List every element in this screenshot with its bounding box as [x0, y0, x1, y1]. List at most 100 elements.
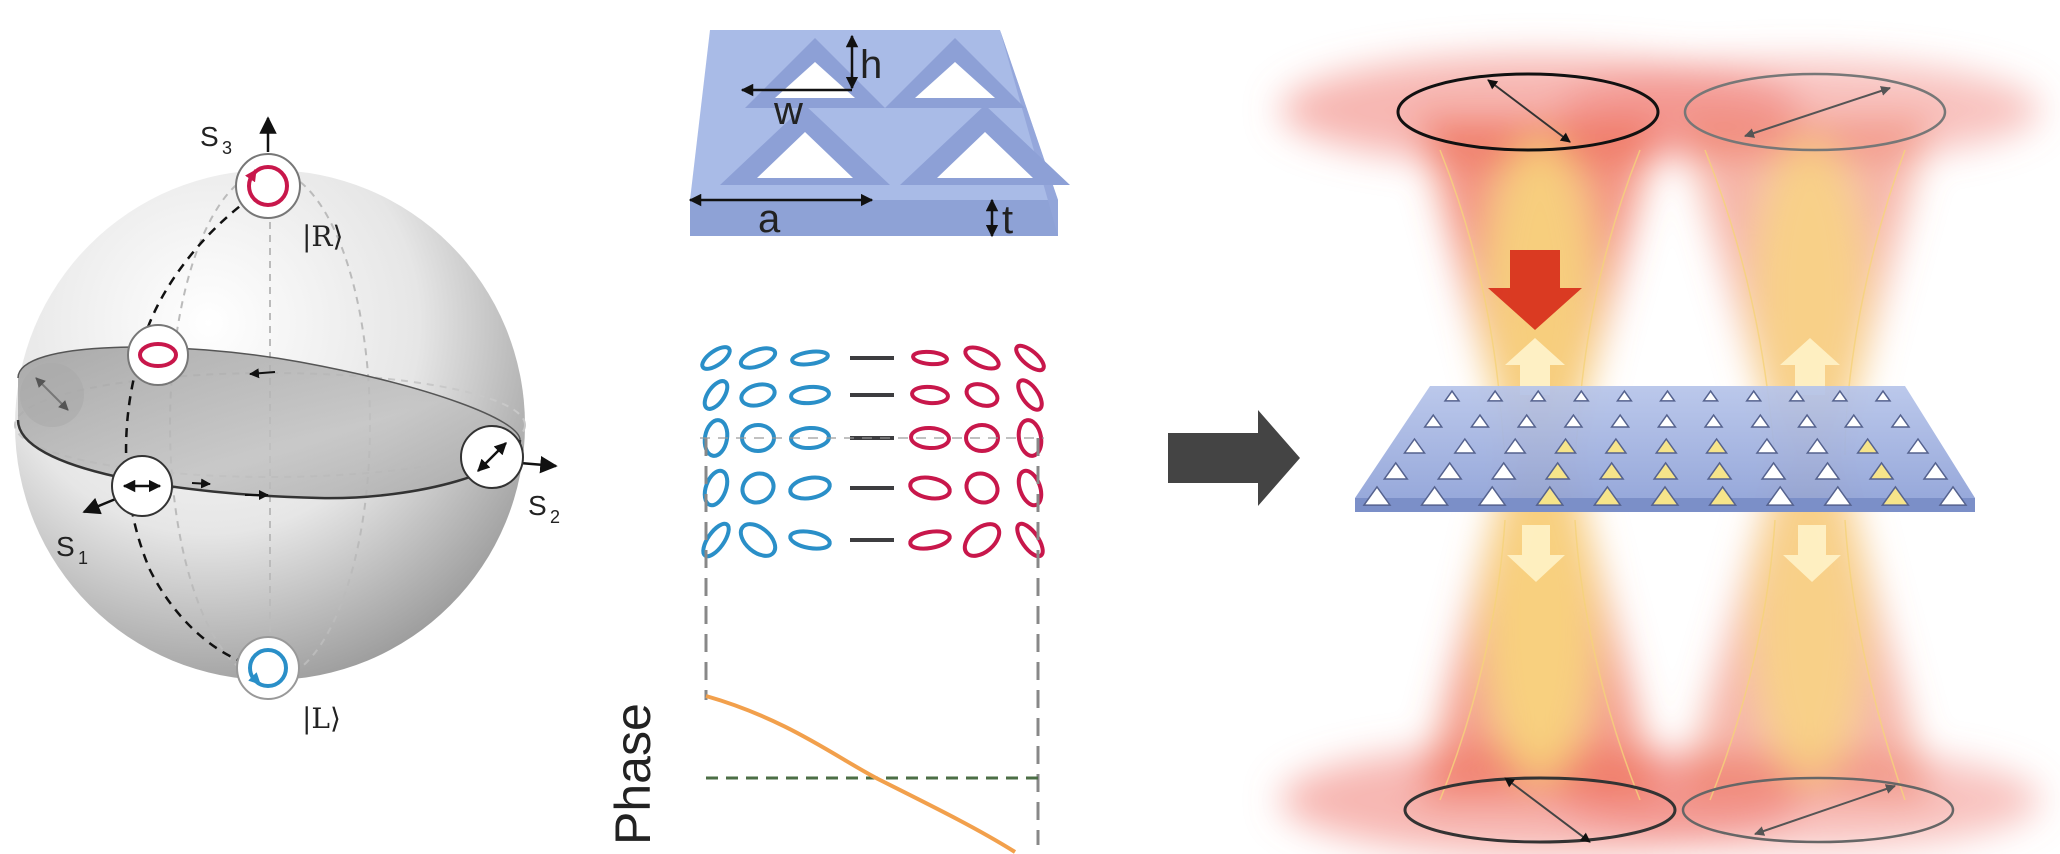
s2-label: S — [528, 490, 547, 521]
triangle-hole — [1703, 413, 1724, 428]
polarization-ellipse-icon — [738, 522, 778, 558]
ket-l-label: |L⟩ — [302, 702, 341, 735]
double-arrow-icon — [35, 377, 69, 411]
triangle-hole — [1516, 413, 1537, 428]
polarization-ellipse-icon — [962, 522, 1002, 558]
polarization-ellipse-icon — [789, 384, 831, 406]
slab-front — [690, 200, 1058, 236]
polarization-ellipse-icon — [788, 529, 832, 551]
w-label: w — [773, 89, 803, 133]
triangle-hole — [1705, 437, 1729, 454]
triangle-hole — [1765, 485, 1795, 506]
double-arrow-icon — [1487, 79, 1571, 143]
bottom-left-polarization — [1403, 776, 1677, 844]
s1-label: S — [56, 531, 75, 562]
triangle-hole — [1650, 485, 1680, 506]
triangle-hole — [1443, 389, 1461, 402]
polarization-ellipse-icon — [1016, 468, 1044, 508]
phase-plot: Phase — [605, 437, 1044, 854]
state-r — [235, 153, 301, 219]
polarization-ellipse-icon — [739, 382, 777, 408]
state-l — [236, 636, 300, 700]
circular-polarization-icon — [247, 165, 289, 207]
disc-arrow-left — [249, 368, 276, 379]
polarization-ellipse-grid — [700, 343, 1046, 559]
polarization-ellipse-icon — [909, 425, 951, 451]
triangle-hole — [1922, 461, 1949, 480]
polarization-ellipse-icon — [701, 521, 731, 559]
polarization-ellipse-icon — [911, 349, 949, 367]
s1-subscript: 1 — [78, 548, 88, 568]
triangle-hole — [1436, 461, 1463, 480]
triangle-hole — [1788, 389, 1806, 402]
triangle-hole — [1535, 485, 1565, 506]
a-label: a — [758, 197, 781, 241]
triangle-hole — [1503, 437, 1527, 454]
disc-arrow-right-2 — [191, 478, 211, 489]
double-arrow-icon — [1744, 86, 1891, 138]
circular-polarization-icon — [248, 648, 288, 688]
triangle-hole — [1906, 437, 1930, 454]
t-label: t — [1002, 198, 1013, 242]
polarization-ellipse-icon — [910, 384, 950, 406]
triangle-hole — [1805, 437, 1829, 454]
polarization-ellipse-icon — [1016, 378, 1044, 412]
polarization-ellipse-icon — [138, 342, 178, 368]
polarization-ellipse-icon — [738, 346, 778, 370]
triangle-hole — [1659, 389, 1676, 402]
triangle-hole — [1652, 461, 1679, 480]
triangle-hole — [1362, 485, 1392, 506]
triangle-hole — [1382, 461, 1409, 480]
phase-ylabel: Phase — [605, 703, 661, 845]
state-top-ellipse — [127, 324, 189, 386]
triangle-hole — [1598, 461, 1625, 480]
polarization-ellipse-icon — [702, 468, 730, 508]
disc-rim-back — [17, 346, 521, 441]
triangle-hole — [1823, 485, 1853, 506]
triangle-hole — [1750, 413, 1771, 428]
polarization-ellipse-icon — [908, 475, 952, 501]
double-arrow-icon — [1504, 777, 1591, 843]
polarization-ellipse-icon — [964, 382, 1000, 408]
top-left-polarization — [1396, 72, 1660, 152]
triangle-hole — [1477, 485, 1507, 506]
polarization-ellipse-icon — [1015, 521, 1045, 559]
transmitted-arrow-icon-right — [1783, 525, 1841, 582]
triangle-hole — [1874, 389, 1892, 402]
reflected-arrow-icon-right — [1780, 338, 1840, 395]
polarization-ellipse-icon — [964, 471, 1000, 505]
triangle-hole-bl — [720, 105, 890, 185]
triangle-hole — [1615, 389, 1633, 402]
triangle-hole — [1843, 413, 1864, 428]
triangle-hole — [1453, 437, 1477, 454]
ket-r-label: |R⟩ — [302, 220, 343, 253]
metasurface-plate — [1355, 386, 1975, 512]
equator-dashed — [14, 372, 526, 478]
bottom-right-polarization — [1681, 776, 1955, 844]
phase-curve — [705, 694, 1017, 854]
triangle-hole — [1610, 413, 1631, 428]
polarization-ellipse-icon — [700, 345, 732, 371]
triangle-hole — [1490, 461, 1517, 480]
beam-illustration — [1280, 55, 2040, 854]
triangle-hole — [1702, 389, 1720, 402]
triangle-hole — [1831, 389, 1849, 402]
big-right-arrow-icon — [1168, 410, 1300, 506]
polarization-ellipse-icon — [1016, 418, 1044, 458]
triangle-hole — [1604, 437, 1628, 454]
s2-axis-arrow — [519, 455, 558, 474]
triangle-hole — [1572, 389, 1590, 402]
metasurface-holes — [1362, 389, 1968, 506]
reflected-arrow-icon — [1505, 338, 1565, 395]
triangle-hole — [1880, 485, 1910, 506]
triangle-hole — [1708, 485, 1738, 506]
triangle-hole — [1656, 413, 1677, 428]
polarization-ellipse-icon — [788, 475, 832, 501]
triangle-hole — [1760, 461, 1787, 480]
triangle-hole — [1563, 413, 1584, 428]
polarization-ellipse-icon — [702, 379, 730, 411]
dashed-trajectory — [124, 186, 269, 670]
incident-arrow-icon — [1488, 250, 1582, 330]
triangle-hole — [1755, 437, 1779, 454]
